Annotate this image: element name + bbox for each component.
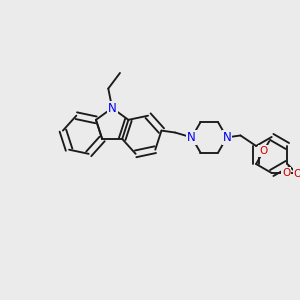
Text: O: O bbox=[294, 169, 300, 179]
Text: O: O bbox=[282, 168, 290, 178]
Text: O: O bbox=[259, 146, 268, 156]
Text: N: N bbox=[187, 131, 196, 144]
Text: N: N bbox=[223, 131, 231, 144]
Text: N: N bbox=[108, 102, 117, 115]
